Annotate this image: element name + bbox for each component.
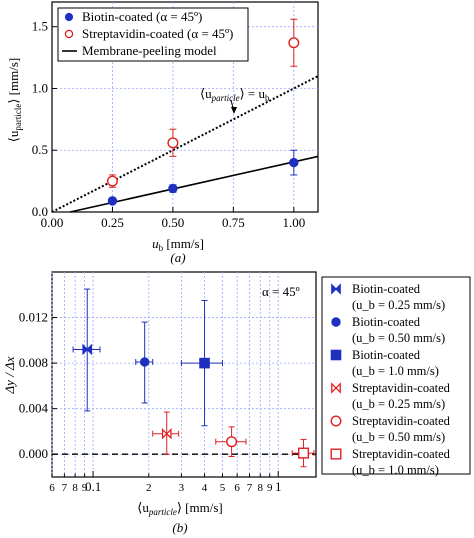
data-point — [168, 183, 178, 194]
identity-annotation: ⟨uparticle⟩ = ub — [200, 86, 270, 114]
panel-a-lines — [51, 75, 319, 213]
x-tick-label: 8 — [258, 482, 264, 494]
legend-b-marker — [331, 382, 341, 394]
panel-a-ylabel: ⟨uparticle⟩ [mm/s] — [6, 58, 23, 142]
x-tick-label: 0.25 — [101, 215, 124, 230]
legend-b-marker — [330, 448, 342, 460]
x-tick-label: 2 — [146, 482, 152, 494]
y-tick-label: 0.0 — [32, 204, 48, 219]
y-tick-label: 0.5 — [32, 142, 48, 157]
x-tick-label: 8 — [72, 482, 78, 494]
legend-box — [57, 7, 249, 62]
x-tick-label: 7 — [247, 482, 253, 494]
legend-b-marker — [331, 317, 341, 327]
legend-b-marker — [330, 415, 342, 427]
data-point — [289, 157, 299, 168]
legend-b-label-4a: Streptavidin-coated — [352, 414, 451, 428]
panel-a-points — [106, 18, 300, 206]
x-tick-label: 6 — [234, 482, 240, 494]
data-point — [167, 137, 179, 149]
data-point — [82, 343, 93, 356]
y-tick-label: 0.012 — [19, 310, 48, 325]
legend-b-label-4b: (u_b = 0.50 mm/s) — [352, 430, 445, 444]
identity-line — [51, 75, 319, 213]
legend-b-marker — [331, 283, 341, 295]
panel-a: 0.00 0.25 0.50 0.75 1.00 0.0 0.5 1.0 1.5 Biotin-… — [6, 1, 319, 265]
legend-label-streptavidin: Streptavidin-coated (α = 45º) — [82, 26, 233, 41]
legend-b-box — [321, 276, 471, 475]
data-point — [107, 196, 118, 206]
panel-b-label: (b) — [172, 520, 187, 535]
legend-b-label-1a: Biotin-coated — [352, 315, 421, 329]
panel-b-alpha: α = 45º — [262, 284, 300, 299]
x-tick-label: 6 — [49, 482, 55, 494]
identity-annotation-text: ⟨uparticle⟩ = ub — [200, 86, 270, 103]
y-tick-label: 0.008 — [19, 355, 48, 370]
panel-a-label: (a) — [170, 250, 185, 265]
legend-b-marker — [330, 349, 342, 361]
data-point — [161, 427, 172, 440]
panel-b-xlabel: ⟨uparticle⟩ [mm/s] — [137, 500, 222, 517]
x-tick-label: 9 — [82, 482, 88, 494]
y-tick-label: 0.000 — [19, 446, 48, 461]
data-point — [139, 357, 150, 367]
legend-b-label-5a: Streptavidin-coated — [352, 447, 451, 461]
legend-b-label-0a: Biotin-coated — [352, 282, 421, 296]
x-tick-label: 9 — [267, 482, 273, 494]
data-point — [106, 175, 118, 187]
x-tick-label: 0.1 — [85, 479, 101, 494]
panel-a-legend: Biotin-coated (α = 45º) Streptavidin-coa… — [57, 7, 249, 62]
legend-b-label-0b: (u_b = 0.25 mm/s) — [352, 298, 445, 312]
legend-b-label-1b: (u_b = 0.50 mm/s) — [352, 331, 445, 345]
x-tick-label: 1.00 — [282, 215, 305, 230]
panel-a-frame — [51, 1, 319, 213]
x-tick-label: 0.00 — [41, 215, 64, 230]
legend-marker-streptavidin — [64, 29, 74, 39]
legend-b-label-2a: Biotin-coated — [352, 348, 421, 362]
x-tick-label: 5 — [220, 482, 226, 494]
y-tick-label: 1.0 — [32, 80, 48, 95]
legend-label-biotin: Biotin-coated (α = 45º) — [82, 9, 202, 24]
data-point — [226, 436, 238, 448]
legend-marker-biotin — [64, 12, 74, 22]
panel-b-points — [72, 288, 315, 468]
data-point — [199, 357, 210, 369]
panel-b-grid — [51, 272, 316, 477]
x-tick-label: 0.75 — [222, 215, 245, 230]
legend-b-label-3a: Streptavidin-coated — [352, 381, 451, 395]
legend-b-markers — [330, 283, 342, 460]
x-tick-label: 1 — [275, 479, 282, 494]
panel-b-frame — [51, 271, 317, 478]
x-tick-label: 4 — [202, 482, 208, 494]
y-tick-label: 0.004 — [19, 401, 49, 416]
panel-b-legend: Biotin-coated (u_b = 0.25 mm/s) Biotin-c… — [321, 276, 471, 477]
legend-b-label-5b: (u_b = 1.0 mm/s) — [352, 463, 439, 477]
legend-b-label-3b: (u_b = 0.25 mm/s) — [352, 397, 445, 411]
panel-a-ticks: 0.00 0.25 0.50 0.75 1.00 0.0 0.5 1.0 1.5 — [32, 19, 305, 230]
y-tick-label: 1.5 — [32, 19, 48, 34]
x-tick-label: 0.50 — [162, 215, 185, 230]
panel-b-ylabel: Δy / Δx — [2, 356, 17, 394]
x-tick-label: 3 — [179, 482, 185, 494]
panel-a-xlabel: ub [mm/s] — [152, 236, 204, 253]
data-point — [298, 447, 310, 459]
x-tick-label: 7 — [62, 482, 68, 494]
legend-b-label-2b: (u_b = 1.0 mm/s) — [352, 364, 439, 378]
annotation-arrowhead — [231, 107, 237, 114]
legend-label-model: Membrane-peeling model — [82, 43, 217, 58]
data-point — [288, 37, 300, 49]
